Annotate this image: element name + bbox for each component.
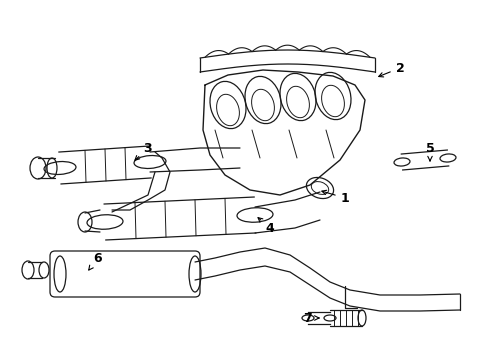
FancyBboxPatch shape: [50, 251, 200, 297]
Text: 6: 6: [88, 252, 102, 270]
Text: 1: 1: [321, 190, 348, 204]
Text: 3: 3: [135, 141, 152, 160]
Text: 5: 5: [425, 141, 433, 161]
Text: 7: 7: [303, 311, 318, 324]
Text: 2: 2: [378, 62, 404, 77]
Text: 4: 4: [258, 218, 274, 234]
